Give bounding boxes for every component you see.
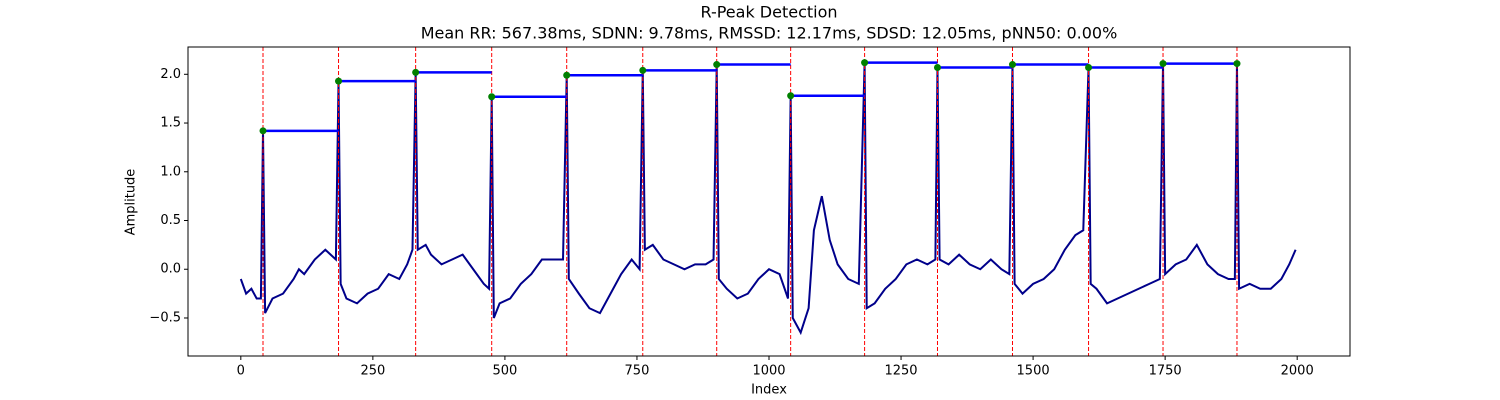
x-tick-label: 750 xyxy=(625,364,650,379)
x-axis-label: Index xyxy=(751,383,787,398)
peak-marker xyxy=(563,71,571,79)
y-axis-label: Amplitude xyxy=(124,169,139,236)
peak-marker xyxy=(259,127,267,135)
x-tick-label: 1500 xyxy=(1017,364,1050,379)
y-tick-label: 0.5 xyxy=(160,213,181,228)
peak-marker xyxy=(1008,61,1016,69)
plot-frame xyxy=(187,46,1351,357)
x-tick-label: 250 xyxy=(360,364,385,379)
x-tick-label: 500 xyxy=(492,364,517,379)
peak-marker xyxy=(639,66,647,74)
x-tick-label: 0 xyxy=(237,364,245,379)
x-tick-label: 2000 xyxy=(1281,364,1314,379)
peak-marker xyxy=(861,59,869,67)
peak-marker xyxy=(1085,63,1093,71)
peak-marker xyxy=(488,93,496,101)
y-tick-label: −0.5 xyxy=(149,310,181,325)
peak-marker xyxy=(1159,60,1167,68)
x-tick-label: 1000 xyxy=(752,364,785,379)
signal-line xyxy=(239,62,1297,336)
peak-marker xyxy=(335,77,343,85)
chart-title: R-Peak Detection xyxy=(700,3,837,22)
peak-marker xyxy=(412,68,420,76)
peak-marker xyxy=(933,63,941,71)
peak-marker xyxy=(1233,60,1241,68)
x-tick-label: 1250 xyxy=(884,364,917,379)
peak-marker xyxy=(787,92,795,100)
y-tick-label: 0.0 xyxy=(160,262,181,277)
y-tick-label: 1.5 xyxy=(160,116,181,131)
y-tick-label: 1.0 xyxy=(160,164,181,179)
y-tick-label: 2.0 xyxy=(160,67,181,82)
chart-subtitle: Mean RR: 567.38ms, SDNN: 9.78ms, RMSSD: … xyxy=(421,24,1118,43)
peak-marker xyxy=(713,61,721,69)
x-tick-label: 1750 xyxy=(1149,364,1182,379)
